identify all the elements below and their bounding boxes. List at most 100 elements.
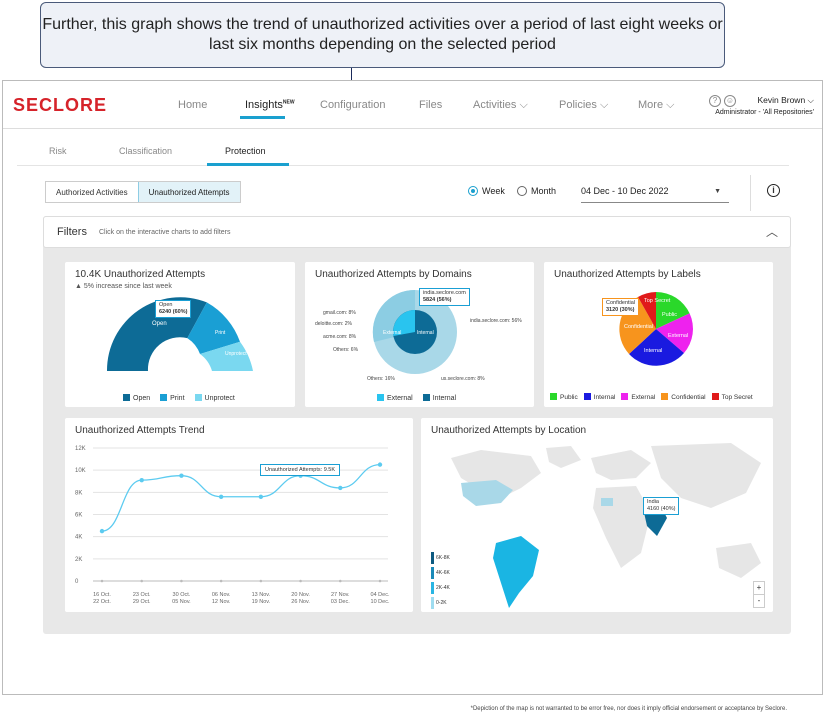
inner-external[interactable] xyxy=(393,310,415,336)
domains-donut: External Internal gmail.com: 8% deloitte… xyxy=(315,289,522,382)
radio-month[interactable]: Month xyxy=(517,186,556,196)
user-avatar-icon[interactable]: ☺ xyxy=(724,95,736,107)
zoom-out-button[interactable]: - xyxy=(757,596,761,605)
slice-internal[interactable] xyxy=(629,329,684,366)
map-north-america[interactable] xyxy=(451,450,541,498)
scale-item: 2K-4K xyxy=(431,581,450,596)
trend-data-point[interactable] xyxy=(338,485,343,491)
legend-public[interactable]: Public xyxy=(550,393,578,401)
date-range-value: 04 Dec - 10 Dec 2022 xyxy=(581,186,669,196)
legend-external-label: External xyxy=(631,394,656,401)
x-tick-label: 16 Oct. xyxy=(93,592,111,598)
user-name: Kevin Brown xyxy=(757,95,806,105)
new-badge: NEW xyxy=(282,99,295,106)
nav-more[interactable]: More ⌵ xyxy=(638,99,674,112)
toggle-authorized[interactable]: Authorized Activities xyxy=(56,188,128,197)
trend-title: Unauthorized Attempts Trend xyxy=(75,425,205,436)
scale-label: 0-2K xyxy=(436,600,447,606)
location-tooltip-name: India xyxy=(647,499,659,505)
legend-external[interactable]: External xyxy=(621,393,655,401)
map-asia[interactable] xyxy=(651,443,761,508)
x-tick-label: 06 Nov. xyxy=(212,592,231,598)
map-north-africa[interactable] xyxy=(601,498,613,506)
map-usa[interactable] xyxy=(461,480,513,506)
legend-top-secret[interactable]: Top Secret xyxy=(711,393,753,401)
x-tick-label: 19 Nov. xyxy=(252,599,271,605)
attempts-tooltip: Open 6240 (60%) xyxy=(155,300,192,318)
trend-data-point[interactable] xyxy=(377,462,383,467)
labels-tooltip-value: 3120 (30%) xyxy=(606,307,635,313)
legend-swatch xyxy=(550,393,557,400)
trend-tooltip: Unauthorized Attempts: 9.5K xyxy=(260,464,341,476)
date-range-select[interactable]: 04 Dec - 10 Dec 2022 ▼ xyxy=(581,183,729,203)
slice-top-secret[interactable] xyxy=(638,292,656,329)
scale-swatch xyxy=(431,551,434,564)
trend-data-point[interactable] xyxy=(139,477,144,483)
y-tick-label: 8K xyxy=(75,490,82,496)
labels-card: Unauthorized Attempts by Labels Top Secr… xyxy=(544,262,773,407)
label-open: Open xyxy=(152,321,167,327)
attempts-trend-text: 5% increase since last week xyxy=(83,283,172,290)
nav-files[interactable]: Files xyxy=(419,99,443,111)
nav-configuration[interactable]: Configuration xyxy=(320,99,386,111)
radio-week[interactable]: Week xyxy=(468,186,505,196)
map-australia[interactable] xyxy=(716,543,761,578)
nav-activities[interactable]: Activities ⌵ xyxy=(473,99,528,112)
legend-print[interactable]: Print xyxy=(160,394,185,402)
nav-policies[interactable]: Policies ⌵ xyxy=(559,99,608,112)
radio-selected-icon xyxy=(468,186,478,196)
segment-print[interactable] xyxy=(187,302,240,354)
map-disclaimer: *Depiction of the map is not warranted t… xyxy=(470,706,787,712)
inner-label-external: External xyxy=(383,330,401,336)
zoom-in-button[interactable]: + xyxy=(754,582,764,595)
map-africa[interactable] xyxy=(593,486,651,568)
location-title: Unauthorized Attempts by Location xyxy=(431,425,587,436)
legend-public-label: Public xyxy=(560,394,578,401)
x-tick-label: 10 Dec. xyxy=(371,599,390,605)
tab-classification[interactable]: Classification xyxy=(119,146,173,156)
radio-week-label: Week xyxy=(482,186,505,196)
legend-confidential[interactable]: Confidential xyxy=(661,393,706,401)
map-europe[interactable] xyxy=(591,450,651,480)
legend-unprotect[interactable]: Unprotect xyxy=(194,394,235,402)
legend-open-label: Open xyxy=(133,395,151,402)
chevron-up-icon[interactable]: ︿ xyxy=(765,225,778,239)
map-south-america[interactable] xyxy=(493,536,539,608)
trend-card: Unauthorized Attempts Trend 0 2K 4K 6K 8K 10K… xyxy=(65,418,413,612)
slice-external[interactable] xyxy=(656,313,693,353)
domain-label: Others: 16% xyxy=(367,376,395,382)
label-print: Print xyxy=(215,330,226,336)
legend-internal-label: Internal xyxy=(432,395,457,402)
slice-public[interactable] xyxy=(656,291,690,329)
trend-data-point[interactable] xyxy=(179,473,184,478)
x-tick-label: 13 Nov. xyxy=(252,592,271,598)
info-icon[interactable]: i xyxy=(767,184,780,197)
brand-logo[interactable]: SECLORE xyxy=(13,95,108,115)
segment-unprotect[interactable] xyxy=(200,341,253,371)
x-tick-mark xyxy=(338,579,342,583)
legend-swatch xyxy=(160,394,168,401)
attempts-title: 10.4K Unauthorized Attempts xyxy=(75,269,206,280)
trend-data-point[interactable] xyxy=(258,494,264,499)
legend-internal[interactable]: Internal xyxy=(422,394,457,402)
help-icon[interactable]: ? xyxy=(708,95,721,107)
chevron-down-icon: ⌵ xyxy=(519,99,528,111)
trend-data-point[interactable] xyxy=(99,528,105,534)
x-tick-label: 12 Nov. xyxy=(212,599,231,605)
nav-insights[interactable]: InsightsNEW xyxy=(245,99,295,111)
nav-home[interactable]: Home xyxy=(178,99,208,111)
chevron-down-icon: ⌵ xyxy=(599,99,609,111)
tab-risk[interactable]: Risk xyxy=(49,146,67,156)
user-menu[interactable]: Kevin Brown ⌵ Administrator - 'All Repos… xyxy=(715,95,814,116)
tab-protection[interactable]: Protection xyxy=(225,146,266,156)
toggle-unauthorized[interactable]: Unauthorized Attempts xyxy=(137,182,240,202)
trend-data-point[interactable] xyxy=(218,494,224,499)
legend-open[interactable]: Open xyxy=(123,394,150,402)
legend-external[interactable]: External xyxy=(377,394,413,402)
filters-bar[interactable]: Filters Click on the interactive charts … xyxy=(43,216,791,248)
map-greenland[interactable] xyxy=(546,446,581,468)
x-tick-mark xyxy=(299,579,302,583)
legend-internal[interactable]: Internal xyxy=(583,393,615,401)
attempts-legend: Open Print Unprotect xyxy=(123,394,235,402)
labels-pie: Top Secret Public External Internal Conf… xyxy=(619,291,693,366)
